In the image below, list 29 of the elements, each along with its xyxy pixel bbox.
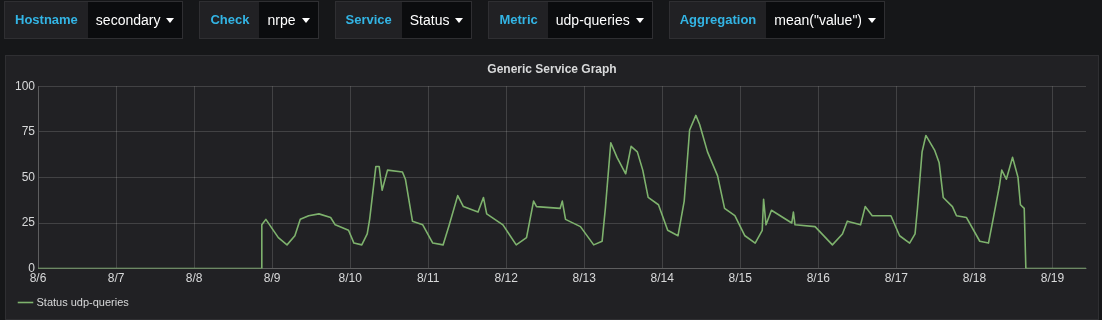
chart-title: Generic Service Graph (486, 62, 618, 76)
y-tick-label: 100 (14, 78, 36, 93)
text: mean("value") (774, 11, 863, 30)
x-tick-label: 8/9 (263, 271, 281, 286)
x-tick-label: 8/11 (416, 271, 440, 286)
x-tick-label: 8/12 (494, 271, 519, 286)
x-tick-label: 8/13 (572, 271, 597, 286)
text: Service (335, 2, 402, 38)
text: udp-queries (555, 11, 630, 30)
text: secondary (95, 11, 161, 30)
text: Check (200, 2, 260, 38)
y-tick-label: 75 (21, 124, 36, 139)
x-tick-label: 8/15 (728, 271, 753, 286)
text: Metric (489, 2, 548, 38)
x-tick-label: 8/18 (962, 271, 987, 286)
text: Hostname (5, 2, 88, 38)
legend-label: Status udp-queries (36, 295, 130, 308)
y-tick-label: 25 (21, 215, 36, 230)
x-tick-label: 8/10 (338, 271, 363, 286)
y-tick-label: 50 (21, 169, 36, 184)
x-tick-label: 8/19 (1040, 271, 1065, 286)
text: nrpe (267, 11, 296, 30)
x-tick-label: 8/8 (185, 271, 203, 286)
text: Status (409, 11, 450, 30)
x-tick-label: 8/7 (107, 271, 125, 286)
text: Aggregation (669, 2, 767, 38)
x-tick-label: 8/14 (650, 271, 675, 286)
x-tick-label: 8/17 (884, 271, 909, 286)
x-tick-label: 8/16 (806, 271, 831, 286)
